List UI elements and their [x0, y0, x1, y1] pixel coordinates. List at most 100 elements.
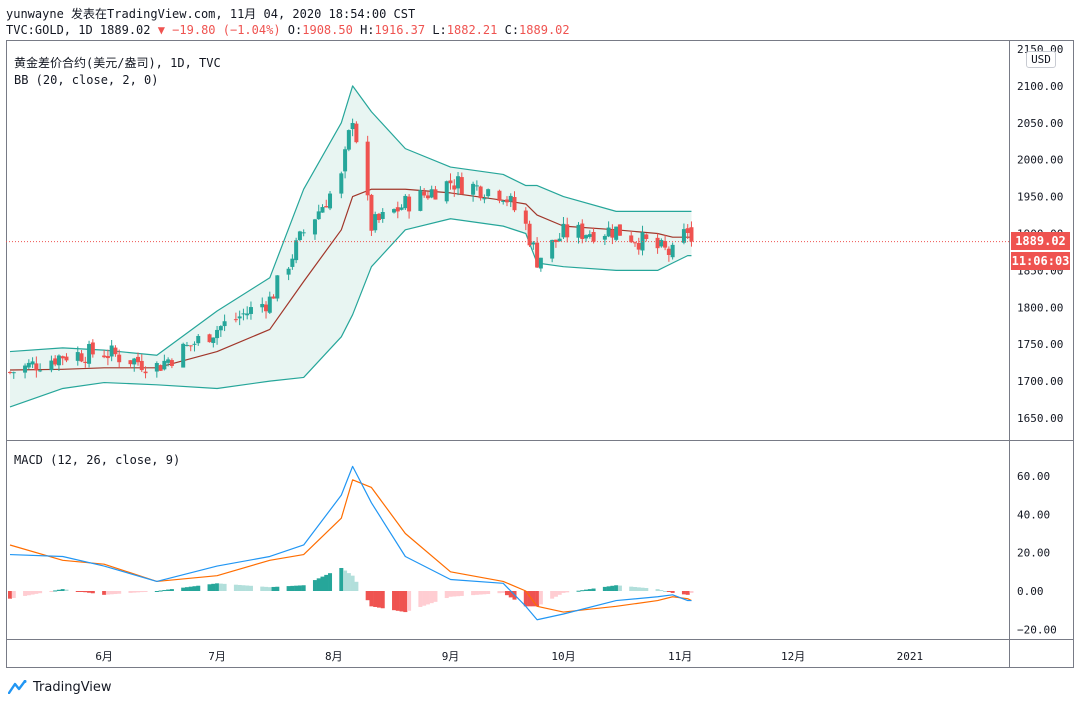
macd-histogram-bar — [392, 591, 397, 611]
macd-histogram-bar — [444, 591, 449, 599]
candle-body — [237, 316, 242, 319]
candle-body — [294, 240, 299, 261]
macd-histogram-bar — [666, 591, 671, 592]
time-axis[interactable]: 6月 7月 8月 9月 10月 11月 12月 2021 — [95, 650, 923, 663]
macd-histogram-bar — [365, 591, 370, 601]
tradingview-brand[interactable]: TradingView — [8, 678, 112, 696]
macd-histogram-bar — [478, 591, 483, 595]
candle-body — [504, 199, 509, 203]
high-value: 1916.37 — [374, 23, 426, 37]
bb-legend[interactable]: BB (20, close, 2, 0) — [14, 73, 159, 87]
candle-body — [211, 337, 216, 344]
candle-body — [184, 344, 189, 346]
macd-histogram-bar — [87, 591, 92, 593]
candle-body — [407, 196, 412, 212]
macd-histogram-bar — [271, 586, 276, 591]
macd-histogram-bar — [64, 589, 69, 591]
macd-histogram-bar — [531, 591, 536, 607]
macd-histogram-bar — [486, 591, 491, 595]
candle-body — [49, 360, 54, 371]
candle-body — [320, 207, 325, 213]
candle-body — [297, 231, 302, 240]
candle-body — [448, 180, 453, 184]
candle-body — [670, 244, 675, 258]
price-tick: 2000.00 — [1017, 154, 1063, 167]
candle-body — [169, 360, 174, 366]
macd-histogram-bar — [297, 585, 302, 591]
macd-histogram-bar — [580, 590, 585, 592]
macd-histogram-bar — [655, 589, 660, 591]
candle-body — [248, 307, 253, 314]
macd-histogram-bar — [248, 585, 253, 591]
macd-histogram-bar — [538, 591, 543, 605]
candle-body — [610, 229, 615, 238]
macd-tick: 40.00 — [1017, 508, 1050, 521]
macd-histogram-bar — [38, 591, 43, 594]
macd-legend[interactable]: MACD (12, 26, close, 9) — [14, 453, 181, 467]
macd-histogram-bar — [376, 591, 381, 608]
macd-histogram-bar — [30, 591, 35, 595]
candle-body — [245, 313, 250, 316]
macd-histogram-bar — [275, 586, 280, 591]
candle-body — [271, 296, 276, 299]
candle-body — [343, 149, 348, 172]
macd-histogram-bar — [154, 591, 159, 592]
candle-body — [233, 319, 238, 321]
macd-histogram-bar — [380, 591, 385, 609]
macd-histogram-bar — [504, 591, 509, 596]
candle-body — [557, 238, 562, 242]
time-tick: 6月 — [95, 650, 113, 663]
candle-body — [350, 122, 355, 130]
low-value: 1882.21 — [446, 23, 498, 37]
macd-histogram-bar — [132, 591, 137, 593]
candle-body — [373, 214, 378, 231]
candle-body — [478, 186, 483, 199]
candle-body — [561, 223, 566, 238]
macd-histogram-bar — [553, 591, 558, 597]
candle-body — [30, 361, 35, 365]
price-tick: 1750.00 — [1017, 338, 1063, 351]
candle-body — [38, 370, 43, 372]
candlesticks — [8, 118, 694, 379]
high-label: H: — [360, 23, 375, 37]
price-tick: 2050.00 — [1017, 117, 1063, 130]
macd-histogram-bar — [448, 591, 453, 597]
macd-histogram-bar — [56, 589, 61, 591]
macd-histogram-bar — [218, 583, 223, 591]
price-tick: 1800.00 — [1017, 301, 1063, 314]
macd-histogram-bar — [316, 578, 321, 591]
macd-histogram-bar — [474, 591, 479, 595]
candle-body — [290, 258, 295, 267]
currency-badge[interactable]: USD — [1026, 51, 1056, 68]
time-tick: 9月 — [442, 650, 460, 663]
macd-histogram-bar — [610, 585, 615, 591]
macd-histogram-bar — [636, 587, 641, 591]
macd-axis[interactable]: 60.00 40.00 20.00 0.00 −20.00 — [1017, 470, 1057, 636]
candle-body — [395, 207, 400, 212]
candle-body — [565, 224, 570, 238]
candle-body — [166, 359, 171, 363]
macd-histogram-bar — [53, 590, 58, 592]
macd-histogram-bar — [312, 580, 317, 591]
tradingview-logo-icon — [8, 680, 27, 694]
macd-histogram-bar — [659, 590, 664, 592]
chart-frame — [6, 40, 1074, 668]
macd-histogram-bar — [233, 584, 238, 591]
candle-body — [365, 141, 370, 196]
macd-histogram-bar — [482, 591, 487, 595]
candle-body — [550, 239, 555, 259]
macd-histogram-bar — [587, 589, 592, 591]
candle-body — [162, 360, 167, 370]
macd-histogram-bar — [166, 589, 171, 591]
macd-histogram-bar — [75, 591, 80, 592]
macd-histogram-bar — [184, 587, 189, 591]
candle-body — [418, 190, 423, 211]
macd-histogram-bar — [418, 591, 423, 607]
symbol-legend[interactable]: 黄金差价合约(美元/盎司), 1D, TVC — [14, 56, 221, 70]
candle-body — [26, 362, 31, 368]
bb-fill — [10, 85, 692, 407]
candle-body — [444, 181, 449, 202]
last-price-label: 1889.02 — [1011, 232, 1070, 250]
candle-body — [459, 177, 464, 195]
